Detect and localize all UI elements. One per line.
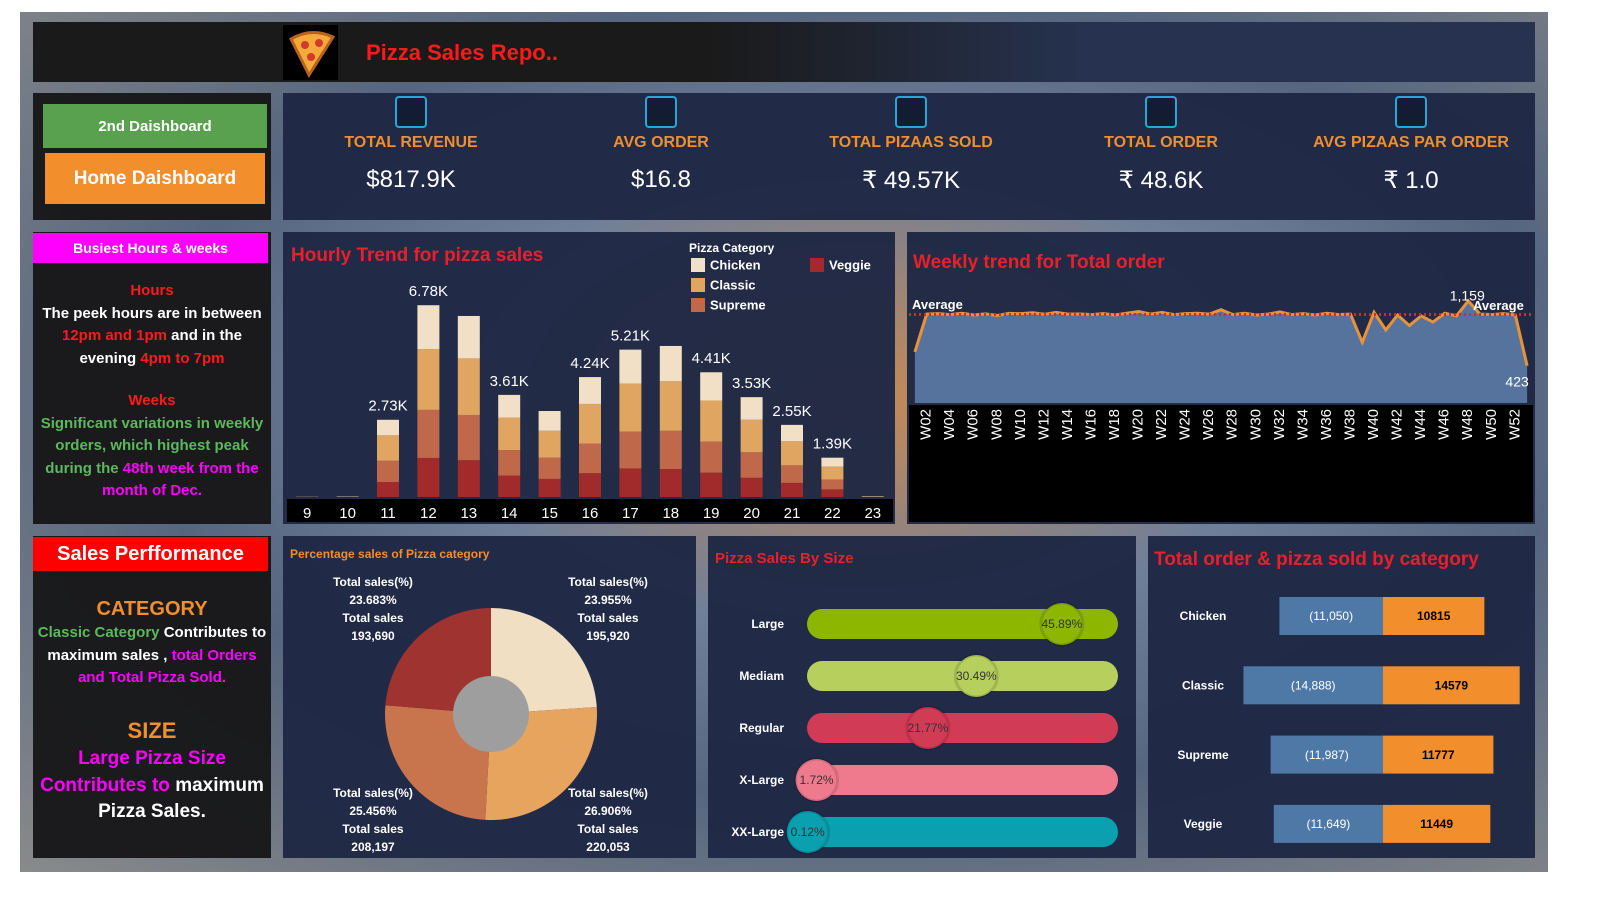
note-highlight: Large Pizza Size Contributes to (40, 748, 226, 796)
nav-panel: 2nd Daishboard Home Daishboard (33, 93, 271, 220)
nav-button[interactable]: Home Daishboard (45, 153, 265, 204)
pizza-icon (283, 25, 338, 80)
kpi-panel: TOTAL REVENUE $817.9K AVG ORDER $16.8 TOTA… (283, 93, 1535, 220)
panel-title: Busiest Hours & weeks (33, 233, 268, 263)
kpi-value: ₹ 1.0 (1383, 167, 1439, 194)
kpi-icon (1395, 96, 1427, 128)
kpi-label: AVG PIZAAS PAR ORDER (1313, 134, 1509, 151)
heading: Weeks (128, 392, 176, 409)
kpi-label: AVG ORDER (613, 134, 709, 151)
kpi-icon (645, 96, 677, 128)
pie-panel (283, 536, 696, 858)
kpi-value: $817.9K (366, 166, 456, 193)
busiest-panel: Busiest Hours & weeks Hours The peek hou… (33, 232, 271, 524)
note-text: Contributes to maximum sales , (47, 624, 267, 664)
note-highlight: 12pm and 1pm (61, 327, 168, 344)
panel-title: Sales Perfformance (33, 537, 268, 571)
heading: SIZE (127, 718, 177, 743)
kpi-label: TOTAL PIZAAS SOLD (829, 134, 993, 151)
weeks-note: Weeks Significant variations in weekly o… (39, 390, 265, 503)
header-title: Pizza Sales Repo.. (366, 40, 558, 65)
kpi-icon (395, 96, 427, 128)
hourly-panel (283, 232, 895, 524)
note-highlight: Classic Category (37, 624, 160, 641)
note-highlight: 48th week (122, 459, 195, 477)
note-text: Significant variations in weekly orders,… (40, 414, 264, 477)
category-note: CATEGORY Classic Category Contributes to… (37, 596, 267, 690)
performance-panel: Sales Perfformance CATEGORY Classic Cate… (33, 536, 271, 858)
weekly-panel (907, 232, 1535, 524)
note-highlight: from the month of Dec. (102, 459, 259, 500)
kpi: AVG ORDER $16.8 (541, 93, 781, 194)
hours-note: Hours The peek hours are in between 12pm… (35, 280, 269, 370)
kpi-value: $16.8 (630, 166, 692, 193)
nav-button[interactable]: 2nd Daishboard (43, 104, 267, 148)
heading: CATEGORY (96, 598, 208, 620)
kpi-value: ₹ 48.6K (1118, 167, 1204, 194)
header: Pizza Sales Repo.. (33, 22, 1535, 82)
note-text: maximum Pizza Sales. (98, 774, 264, 823)
kpi: TOTAL PIZAAS SOLD ₹ 49.57K (791, 93, 1031, 195)
note-highlight: total Orders and Total Pizza Sold. (77, 646, 257, 687)
kpi-icon (895, 96, 927, 128)
kpi-value: ₹ 49.57K (861, 167, 960, 194)
size-note: SIZE Large Pizza Size Contributes to max… (37, 716, 267, 826)
note-text: The peek hours are in between (42, 304, 262, 322)
kpi-label: TOTAL REVENUE (344, 134, 478, 151)
kpi: AVG PIZAAS PAR ORDER ₹ 1.0 (1291, 93, 1531, 195)
note-highlight: 4pm to 7pm (140, 349, 225, 367)
size-panel (708, 536, 1136, 858)
note-text: and in the evening (79, 327, 243, 367)
category-panel (1148, 536, 1535, 858)
heading: Hours (130, 282, 174, 299)
kpi: TOTAL REVENUE $817.9K (291, 93, 531, 194)
kpi-label: TOTAL ORDER (1104, 134, 1218, 151)
kpi-icon (1145, 96, 1177, 128)
kpi: TOTAL ORDER ₹ 48.6K (1041, 93, 1281, 195)
